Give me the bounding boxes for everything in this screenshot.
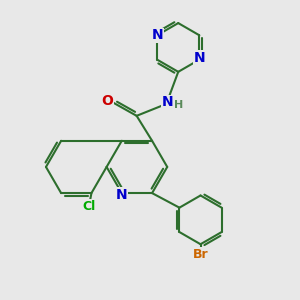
- Text: Br: Br: [193, 248, 208, 261]
- Text: N: N: [151, 28, 163, 42]
- Text: N: N: [116, 188, 128, 202]
- Text: O: O: [101, 94, 113, 108]
- Text: N: N: [194, 51, 205, 65]
- Text: H: H: [174, 100, 184, 110]
- Text: N: N: [162, 95, 174, 110]
- Text: Cl: Cl: [82, 200, 96, 213]
